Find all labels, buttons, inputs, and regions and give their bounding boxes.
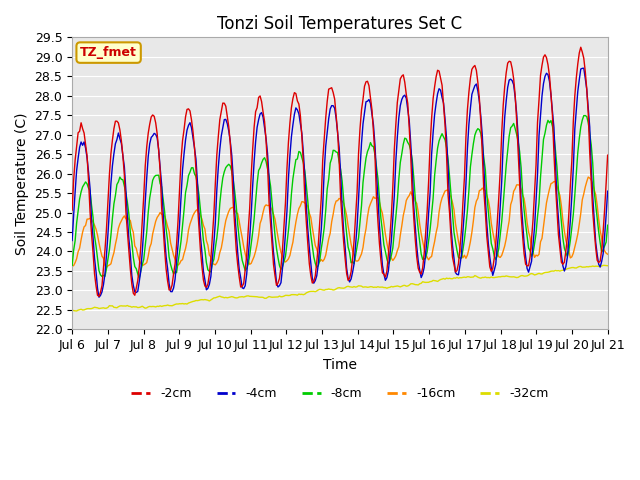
Legend: -2cm, -4cm, -8cm, -16cm, -32cm: -2cm, -4cm, -8cm, -16cm, -32cm [126,382,554,405]
Text: TZ_fmet: TZ_fmet [80,46,137,59]
X-axis label: Time: Time [323,358,357,372]
Title: Tonzi Soil Temperatures Set C: Tonzi Soil Temperatures Set C [218,15,463,33]
Y-axis label: Soil Temperature (C): Soil Temperature (C) [15,112,29,254]
